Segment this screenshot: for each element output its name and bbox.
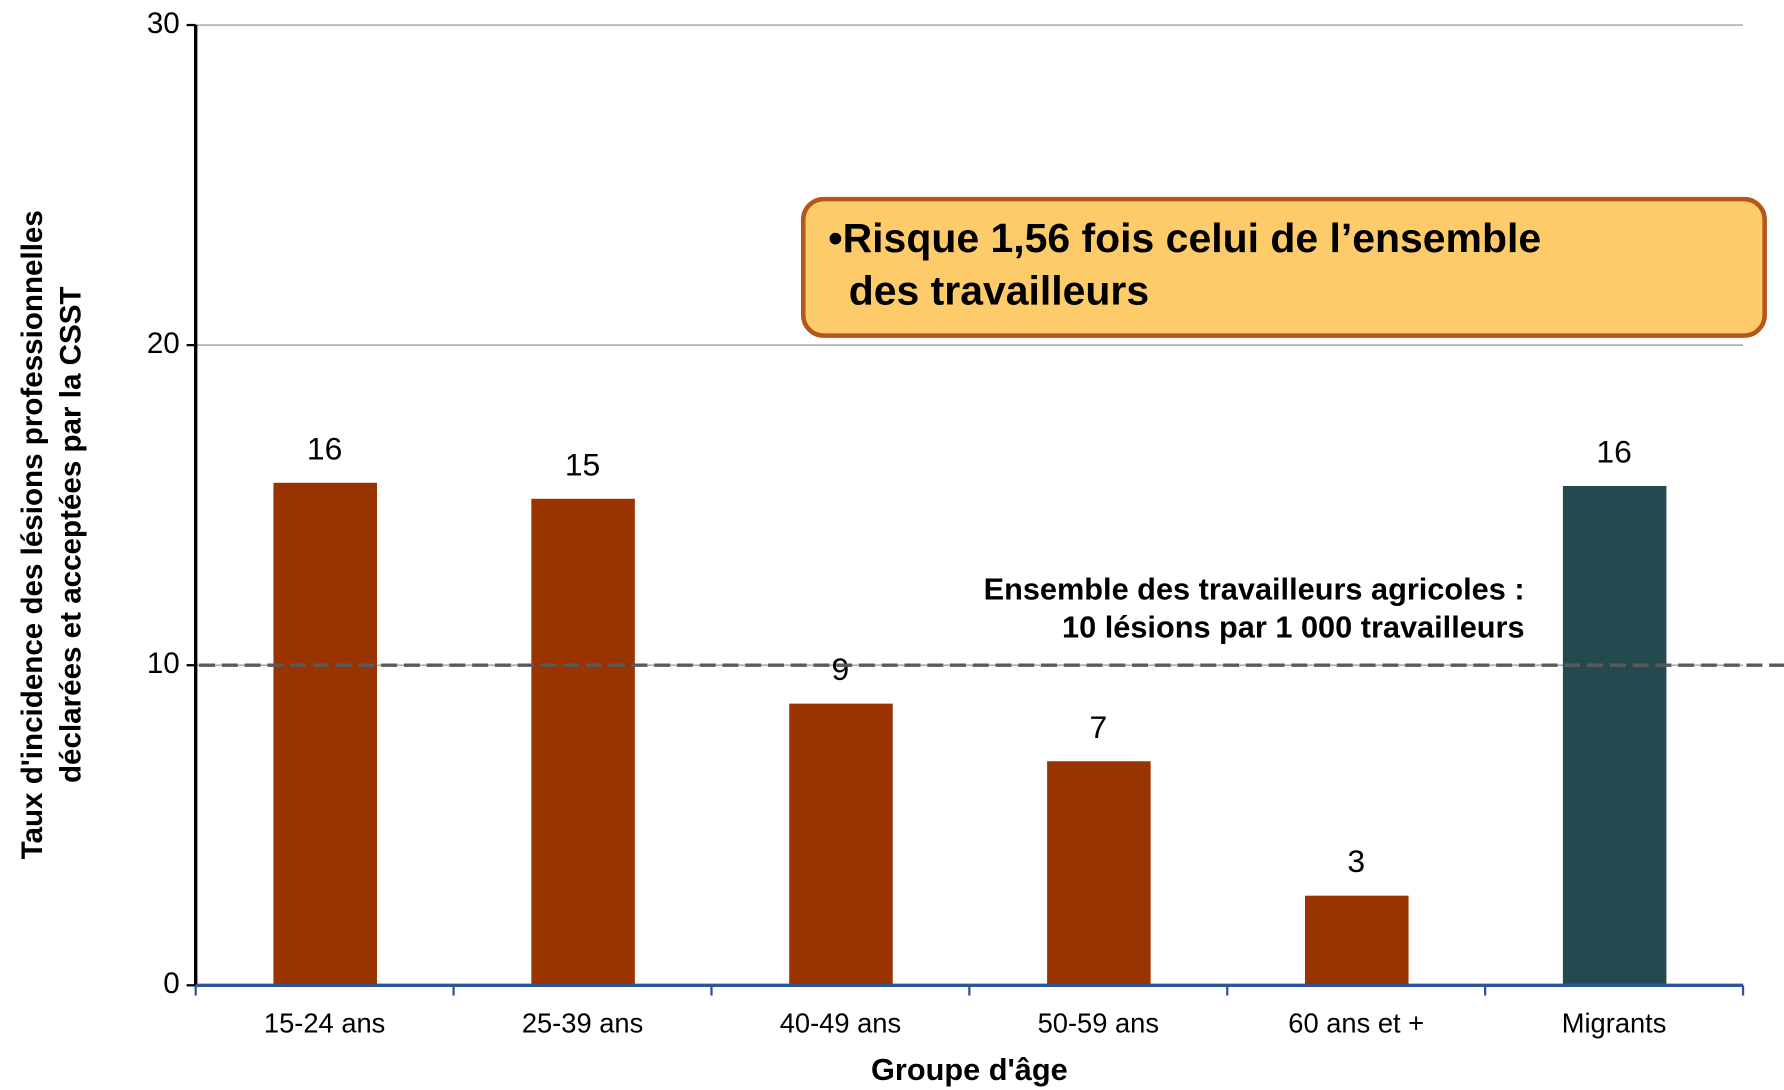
x-tick-label: 15-24 ans <box>264 1007 385 1038</box>
x-tick-label: 40-49 ans <box>780 1007 901 1038</box>
value-label: 16 <box>1596 434 1631 470</box>
x-tick-label: 50-59 ans <box>1038 1007 1159 1038</box>
y-tick-label: 20 <box>147 327 180 360</box>
reference-label: 10 lésions par 1 000 travailleurs <box>1062 609 1525 644</box>
y-tick-label: 30 <box>147 7 180 40</box>
bar <box>273 482 377 986</box>
value-label: 7 <box>1089 709 1107 745</box>
value-label: 16 <box>307 430 342 466</box>
y-tick-label: 10 <box>147 647 180 680</box>
y-tick-label: 0 <box>163 967 179 1000</box>
x-axis-title: Groupe d'âge <box>871 1052 1068 1087</box>
x-tick-label: Migrants <box>1562 1007 1667 1038</box>
bar <box>1305 895 1409 986</box>
y-axis-title: déclarées et acceptées par la CSST <box>55 286 88 783</box>
annotation-line: •Risque 1,56 fois celui de l’ensemble <box>828 215 1541 261</box>
value-label: 9 <box>832 651 850 687</box>
bar <box>1562 485 1667 986</box>
x-tick-label: 25-39 ans <box>522 1007 643 1038</box>
reference-label: Ensemble des travailleurs agricoles : <box>984 572 1525 607</box>
bar <box>1047 761 1151 986</box>
bar <box>531 498 635 986</box>
bar <box>789 703 893 986</box>
y-axis-title: Taux d'incidence des lésions professionn… <box>16 210 49 859</box>
annotation-line: des travailleurs <box>849 267 1149 313</box>
value-label: 15 <box>565 446 600 482</box>
value-label: 3 <box>1347 843 1365 879</box>
annotation-box <box>800 196 1767 338</box>
x-tick-label: 60 ans et + <box>1288 1007 1424 1038</box>
